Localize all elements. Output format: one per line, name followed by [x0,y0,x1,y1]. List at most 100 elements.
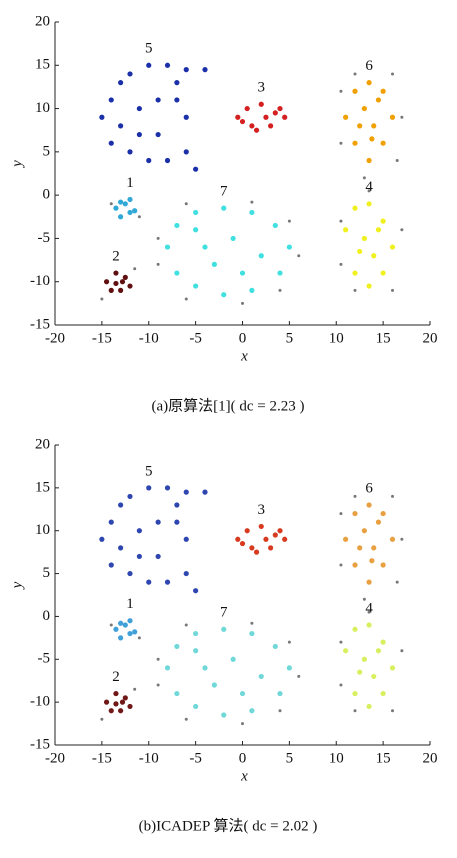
data-point [353,288,357,292]
data-point [362,597,366,601]
data-point [380,218,386,224]
data-point [380,270,386,276]
data-point [366,201,372,207]
y-axis-label: y [9,581,25,590]
data-point [221,205,227,211]
y-tick-label: -10 [30,694,50,710]
cluster-label: 6 [365,480,373,496]
data-point [278,709,282,713]
data-point [380,562,386,568]
data-point [389,114,396,120]
data-point [113,701,119,707]
cluster-label: 1 [126,596,134,612]
data-point [113,280,119,287]
data-point [155,519,161,525]
data-point [380,140,386,146]
data-point [122,622,128,628]
data-point [339,219,343,223]
data-point [357,545,363,551]
data-point [286,665,292,671]
data-point [108,97,114,103]
data-point [249,708,255,714]
data-point [339,563,343,567]
data-point [146,579,152,585]
data-point [249,209,255,216]
data-point [211,261,217,267]
data-point [193,703,199,710]
data-point [99,536,105,542]
caption: (b)ICADEP 算法( dc = 2.02 ) [139,816,318,834]
data-point [297,254,301,258]
data-point [193,283,199,289]
data-point [133,267,137,271]
data-point [244,105,250,112]
data-point [353,709,357,713]
data-point [109,623,113,627]
data-point [202,67,208,73]
data-point [277,528,283,534]
data-point [183,489,189,495]
data-point [127,618,133,624]
data-point [127,630,133,637]
data-point [352,626,358,632]
data-point [371,253,377,259]
data-point [118,545,124,551]
data-point [174,80,180,86]
x-tick-label: 10 [329,750,344,766]
cluster-label: 1 [126,175,134,191]
data-point [375,519,382,525]
data-point [366,502,372,508]
cluster-label: 4 [365,600,373,616]
data-point [184,623,188,627]
cluster-label: 6 [365,58,373,74]
data-point [286,244,292,250]
data-point [118,502,124,508]
x-tick-label: 20 [423,330,438,346]
data-point [119,279,126,285]
data-point [146,485,152,491]
data-point [118,199,124,205]
x-tick-label: -20 [45,750,65,766]
y-tick-label: 5 [43,565,51,581]
data-point [136,105,142,112]
data-point [244,528,250,534]
data-point [343,114,349,120]
data-point [174,270,180,276]
x-tick-label: -15 [92,330,112,346]
data-point [155,131,161,138]
y-tick-label: 20 [35,13,50,29]
data-point [357,669,363,675]
data-point [361,656,367,662]
data-point [136,553,142,560]
data-point [118,214,124,220]
data-point [268,123,274,129]
data-point [183,536,189,542]
y-tick-label: 0 [43,187,51,203]
data-point [361,105,367,112]
data-point [193,630,199,637]
data-point [287,640,291,644]
data-point [174,222,180,229]
data-point [183,114,189,120]
data-point [391,709,394,713]
data-point [99,114,105,120]
data-point [241,301,244,305]
data-point [193,166,199,172]
data-point [263,536,269,542]
data-point [193,648,199,654]
data-point [253,127,260,133]
y-tick-label: 0 [43,608,51,624]
data-point [122,695,128,701]
data-point [127,196,133,203]
data-point [118,620,124,626]
data-point [113,690,119,697]
data-point [127,149,133,155]
data-point [174,643,180,650]
y-tick-label: -10 [30,273,50,289]
data-point [174,690,180,697]
cluster-label: 5 [145,41,153,57]
data-point [369,136,375,142]
data-point [352,562,358,568]
data-point [272,110,278,116]
data-point [389,536,396,542]
